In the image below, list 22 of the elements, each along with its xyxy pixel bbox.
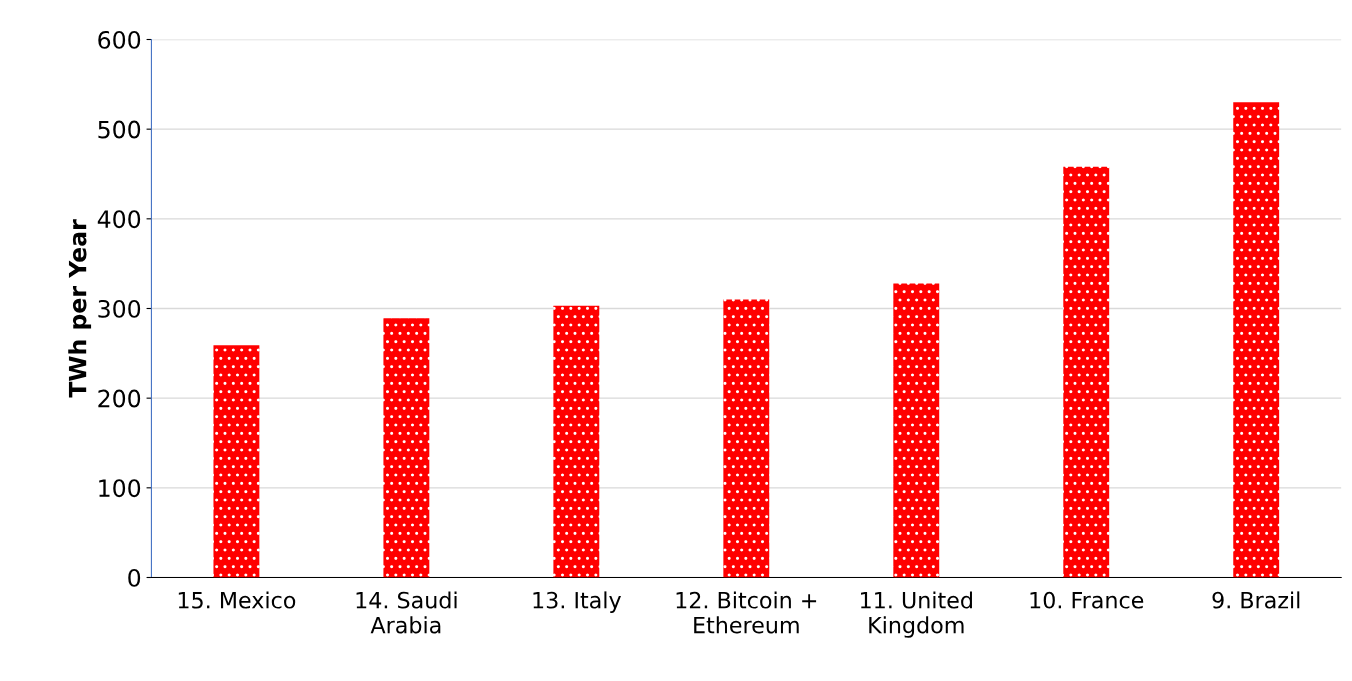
bar xyxy=(1063,166,1110,578)
y-axis-title: TWh per Year xyxy=(68,219,92,398)
x-tick-label: 9. Brazil xyxy=(1212,591,1300,609)
bar xyxy=(893,283,940,578)
y-tick-label: 100 xyxy=(99,479,141,498)
x-tick-label: 14. Saudi Arabia xyxy=(356,591,457,634)
y-tick-label: 400 xyxy=(97,210,141,229)
bar xyxy=(1233,102,1280,578)
bar xyxy=(553,305,600,578)
x-tick-label: 13. Italy xyxy=(533,591,621,613)
y-tick-label: 300 xyxy=(98,299,141,318)
y-tick-label: 500 xyxy=(98,120,141,139)
x-tick-label: 11. United Kingdom xyxy=(861,591,972,638)
y-tick-label: 200 xyxy=(98,389,141,408)
bar xyxy=(213,345,260,578)
bar xyxy=(383,318,430,578)
y-tick-label: 0 xyxy=(128,568,141,587)
y-tick-label: 600 xyxy=(98,30,141,49)
x-tick-label: 10. France xyxy=(1030,591,1144,609)
bar xyxy=(723,299,770,578)
x-tick-label: 15. Mexico xyxy=(178,591,296,609)
x-tick-label: 12. Bitcoin + Ethereum xyxy=(676,591,817,634)
